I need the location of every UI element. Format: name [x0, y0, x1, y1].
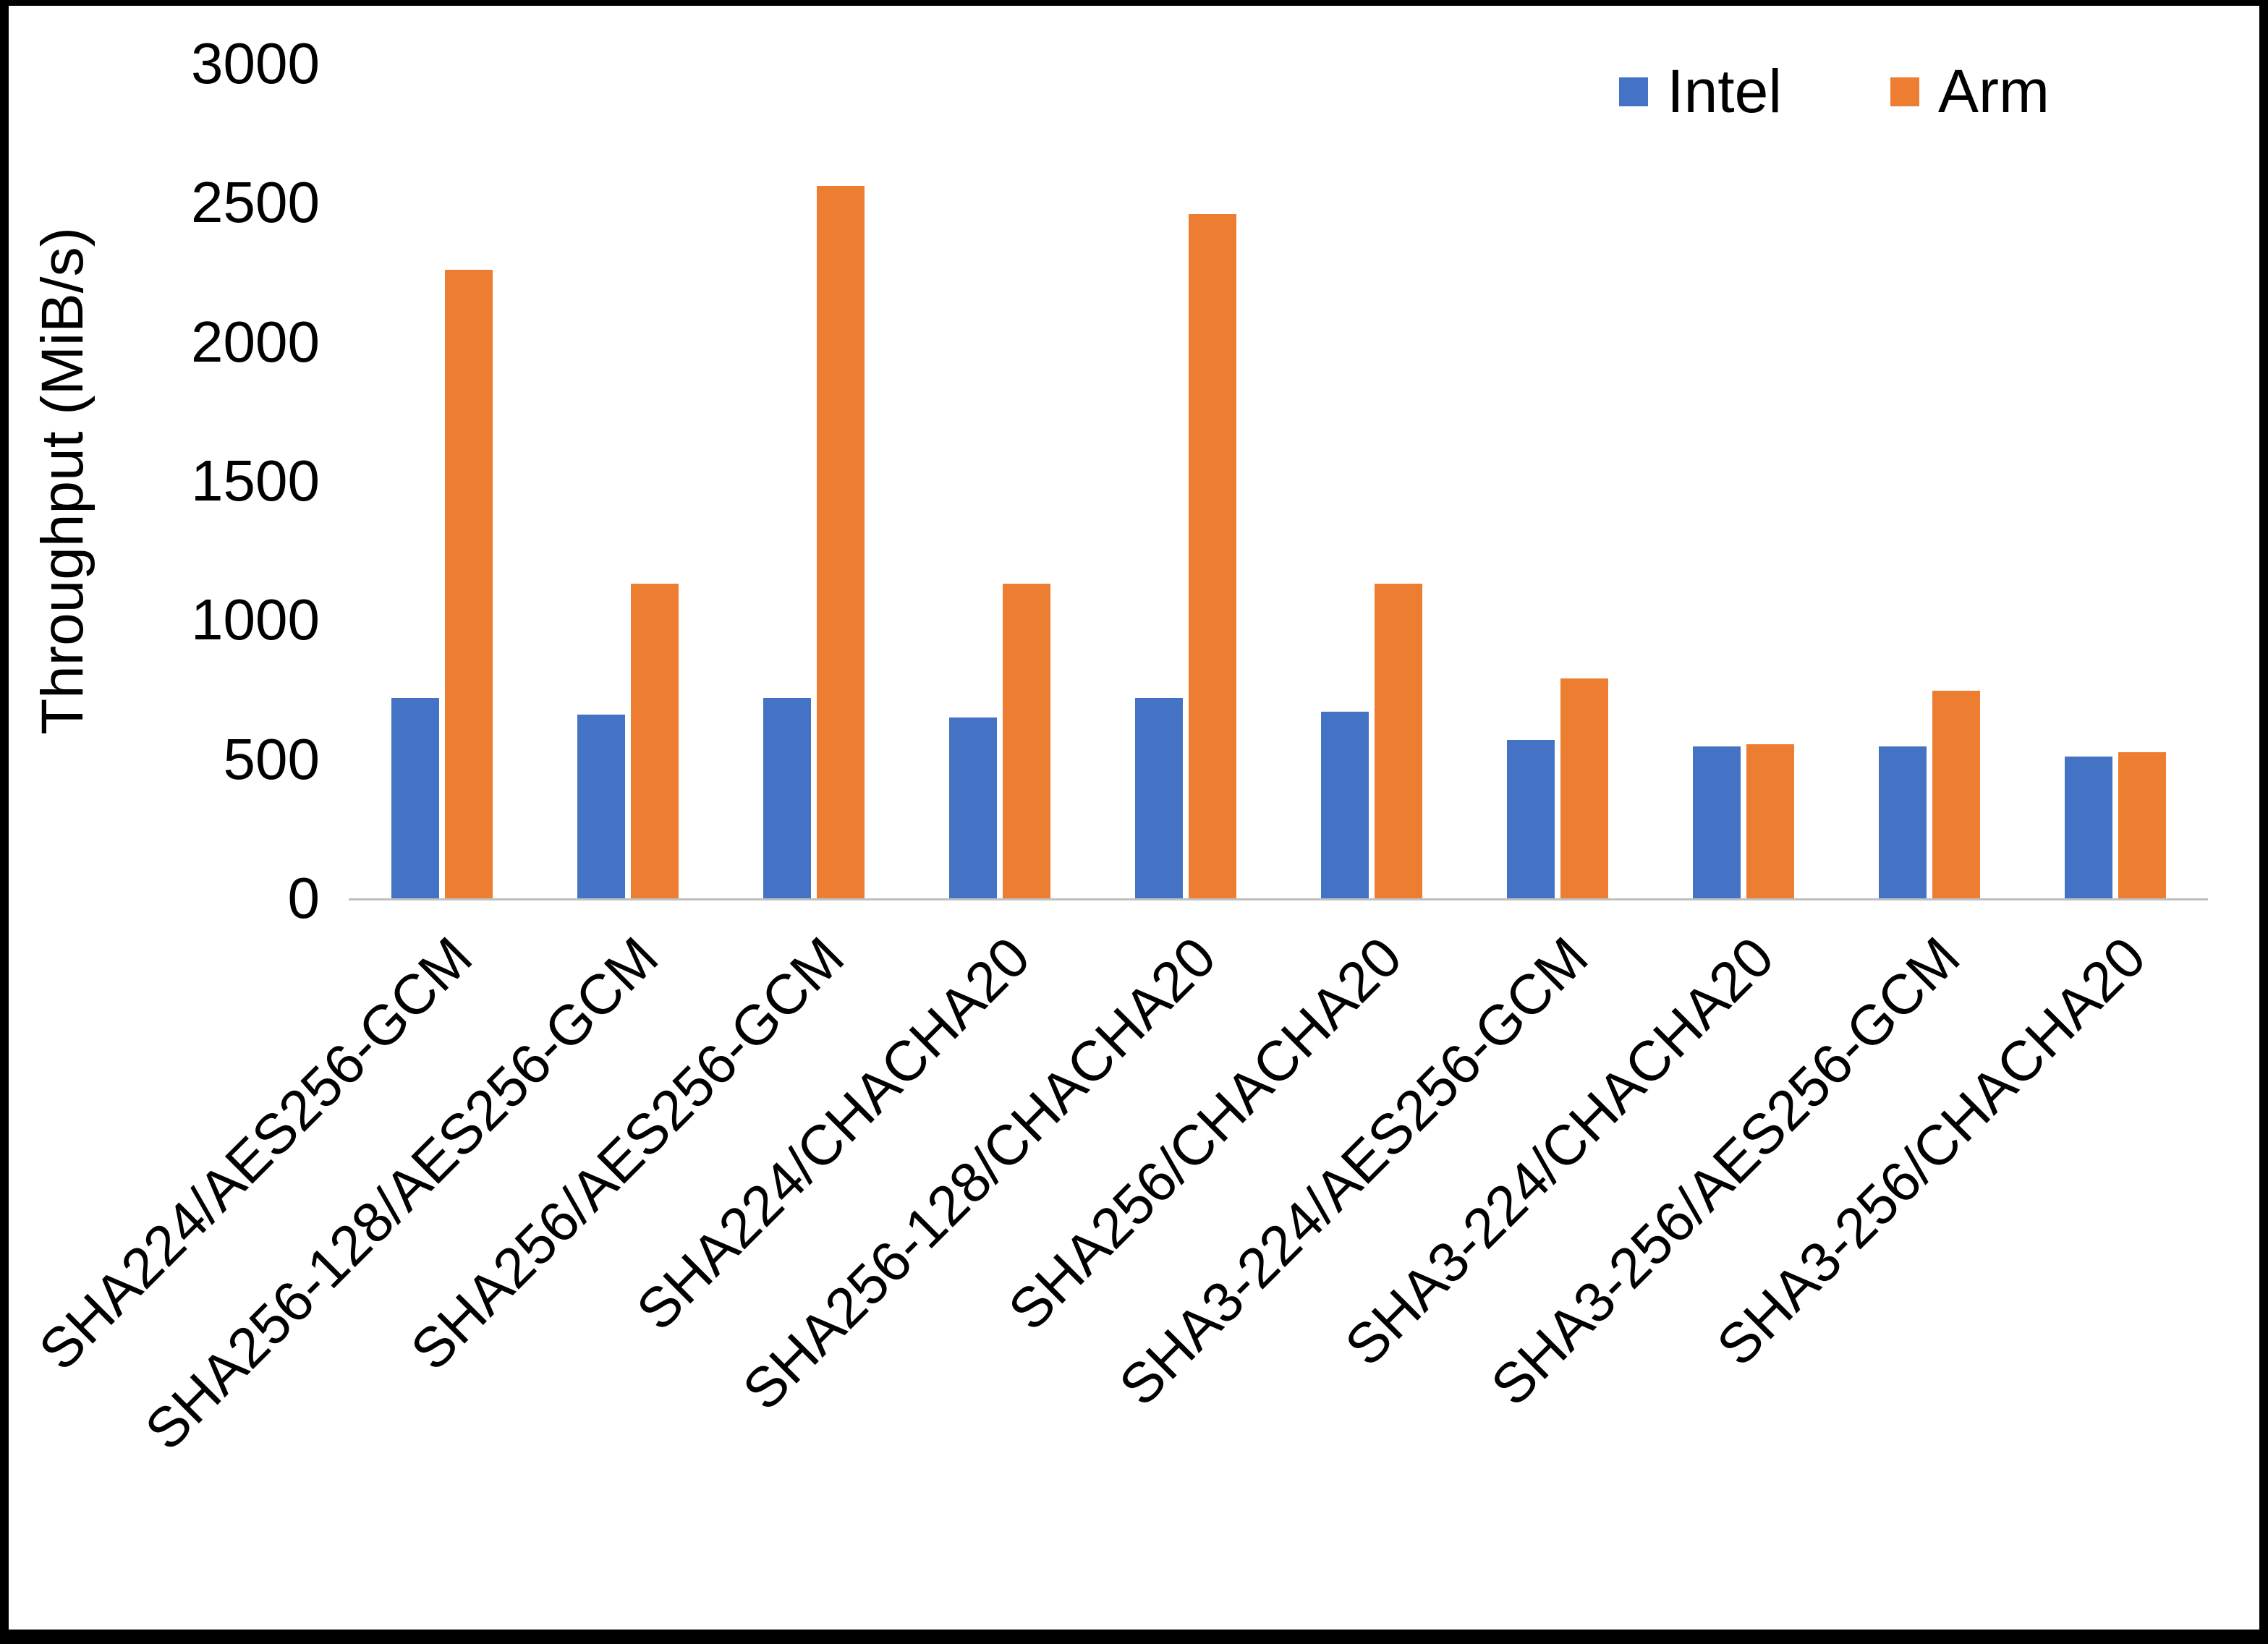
bar-arm: [1002, 584, 1050, 898]
y-tick-label: 500: [223, 726, 320, 791]
bar-group: [1650, 64, 1836, 898]
y-tick-label: 1500: [191, 448, 320, 513]
bar-group: [1836, 64, 2022, 898]
bar-group: [2022, 64, 2208, 898]
legend-item-arm: Arm: [1890, 56, 2050, 127]
bar-intel: [1692, 746, 1741, 898]
bar-intel: [1134, 698, 1183, 898]
bar-arm: [1374, 584, 1422, 898]
bar-intel: [391, 698, 439, 898]
bars-row: [349, 64, 2208, 898]
y-tick-label: 2000: [191, 309, 320, 374]
bar-group: [349, 64, 535, 898]
legend-item-intel: Intel: [1619, 56, 1782, 127]
bar-arm: [1560, 678, 1608, 898]
bar-group: [721, 64, 906, 898]
bar-arm: [1746, 744, 1794, 898]
intel-swatch-icon: [1619, 77, 1649, 106]
bar-arm: [1188, 213, 1236, 898]
bar-intel: [763, 698, 811, 898]
bar-group: [906, 64, 1092, 898]
y-tick-label: 1000: [191, 587, 320, 652]
plot-area: [349, 64, 2208, 900]
bar-group: [1092, 64, 1278, 898]
bar-intel: [577, 715, 625, 898]
y-tick-label: 3000: [191, 31, 320, 95]
bar-group: [1464, 64, 1650, 898]
bar-group: [1278, 64, 1464, 898]
bar-arm: [816, 186, 865, 898]
bar-intel: [1878, 746, 1927, 898]
bar-arm: [1932, 691, 1980, 898]
bar-arm: [2118, 752, 2166, 898]
bar-intel: [948, 717, 997, 898]
bar-group: [535, 64, 721, 898]
bar-arm: [444, 269, 493, 898]
bar-arm: [630, 584, 679, 898]
legend: Intel Arm: [1619, 56, 2050, 127]
y-tick-label: 0: [287, 866, 320, 930]
bar-intel: [2064, 756, 2112, 898]
bar-intel: [1320, 712, 1369, 898]
arm-swatch-icon: [1890, 77, 1920, 106]
legend-label-intel: Intel: [1667, 57, 1783, 125]
y-tick-label: 2500: [191, 170, 320, 235]
bar-intel: [1506, 739, 1555, 898]
legend-label-arm: Arm: [1938, 57, 2050, 125]
y-axis: 0 500 1000 1500 2000 2500 3000: [9, 35, 320, 927]
